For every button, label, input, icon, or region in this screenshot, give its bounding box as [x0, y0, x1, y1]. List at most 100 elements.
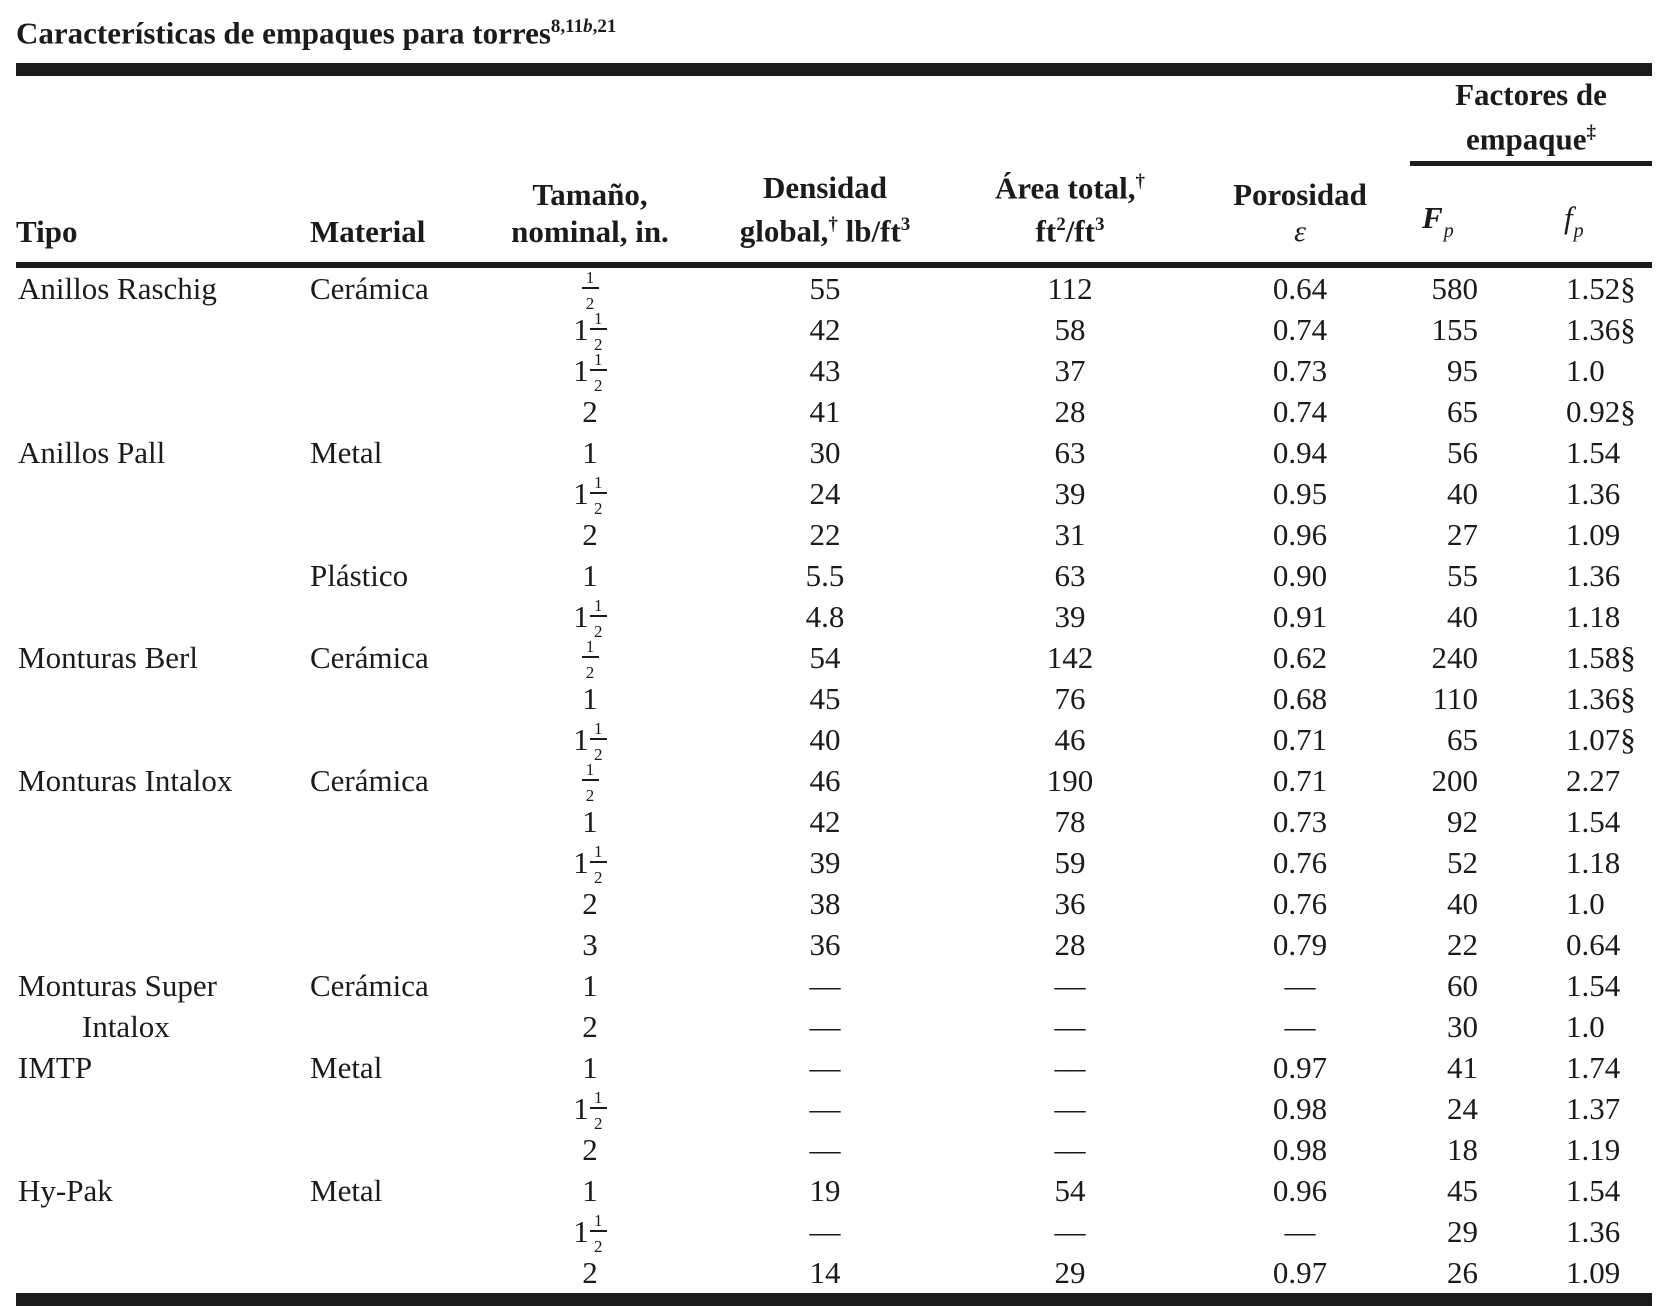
cell-fp2: 0.64: [1566, 926, 1621, 962]
cell-area-total: 46: [1054, 721, 1086, 757]
table-row: 1 42 78 0.73 92 1.54: [16, 801, 1652, 842]
cell-densidad: 42: [809, 311, 841, 347]
cell-porosidad: 0.90: [1272, 557, 1328, 593]
cell-material: [310, 473, 480, 514]
cell-tipo: [16, 1252, 310, 1293]
cell-fp: 110: [1432, 680, 1478, 716]
cell-densidad: —: [809, 967, 841, 1003]
cell-fp2: 1.36§: [1566, 680, 1636, 716]
cell-size: 2: [582, 1131, 598, 1167]
cell-fp2: 1.36: [1566, 475, 1621, 511]
cell-densidad: 42: [809, 803, 841, 839]
cell-fp: 41: [1447, 1049, 1478, 1085]
cell-size: 1: [582, 557, 598, 593]
table-row: Monturas Super Cerámica 1 — –– — 60 1.54: [16, 965, 1652, 1006]
cell-area-total: ––: [1054, 1008, 1086, 1044]
cell-size: 2: [582, 516, 598, 552]
table-row: 1 1 2 40 46 0.71 65 1.07§: [16, 719, 1652, 763]
cell-fp: 18: [1447, 1131, 1478, 1167]
cell-fp: 55: [1447, 557, 1478, 593]
cell-fp2: 0.92§: [1566, 393, 1636, 429]
cell-fp: 56: [1447, 434, 1478, 470]
cell-size: 1: [582, 1172, 598, 1208]
cell-tipo: [16, 391, 310, 432]
cell-size: 1: [582, 967, 598, 1003]
table-row: 1 1 2 — –– — 29 1.36: [16, 1211, 1652, 1255]
cell-tipo: [16, 473, 310, 514]
cell-tipo: IMTP: [18, 1049, 93, 1085]
col-header-material: Material: [310, 163, 480, 268]
cell-fp2: 1.36: [1566, 557, 1621, 593]
cell-area-total: 37: [1054, 352, 1086, 388]
cell-area-total: 39: [1054, 475, 1086, 511]
cell-densidad: —: [809, 1049, 841, 1085]
cell-porosidad: —: [1284, 1213, 1316, 1249]
header-spacer: [16, 76, 1410, 163]
cell-fp: 155: [1431, 311, 1479, 347]
cell-tipo: Monturas Intalox: [18, 762, 233, 798]
title-text: Características de empaques para torres: [16, 15, 551, 51]
cell-densidad: 5.5: [805, 557, 845, 593]
cell-material: Plástico: [310, 557, 409, 593]
table-body: Anillos Raschig Cerámica 1 2 55 112 0.64 580 1.5…: [16, 265, 1652, 1293]
tamano-line2: nominal, in.: [511, 213, 669, 249]
cell-fp: 92: [1447, 803, 1478, 839]
cell-material: [310, 719, 480, 760]
cell-material: [310, 924, 480, 965]
table-row: Hy-Pak Metal 1 19 54 0.96 45 1.54: [16, 1170, 1652, 1211]
densidad-line1: Densidad: [762, 170, 888, 206]
cell-tipo: [16, 596, 310, 637]
cell-material: [310, 1211, 480, 1252]
cell-densidad: 36: [809, 926, 841, 962]
cell-densidad: 30: [809, 434, 841, 470]
cell-porosidad: 0.64: [1272, 270, 1328, 306]
area-line1: Área total,†: [994, 170, 1146, 206]
epsilon-symbol: ε: [1294, 214, 1306, 248]
cell-area-total: 76: [1054, 680, 1086, 716]
porosidad-line1: Porosidad: [1233, 176, 1367, 212]
cell-porosidad: 0.62: [1272, 639, 1328, 675]
cell-size: 1: [582, 680, 598, 716]
cell-material: [310, 1088, 480, 1129]
cell-material: Cerámica: [310, 762, 429, 798]
cell-area-total: 112: [1047, 270, 1093, 306]
cell-area-total: ––: [1054, 1131, 1086, 1167]
cell-fp2: 1.54: [1566, 803, 1621, 839]
cell-fp: 24: [1447, 1090, 1478, 1126]
cell-fp2: 1.18: [1566, 598, 1621, 634]
cell-fp2: 1.54: [1566, 967, 1621, 1003]
table-row: 1 1 2 42 58 0.74 155 1.36§: [16, 309, 1652, 353]
cell-material: Metal: [310, 1172, 383, 1208]
col-header-densidad: Densidad global,† lb/ft3: [700, 163, 950, 268]
table-row: 2 — –– 0.98 18 1.19: [16, 1129, 1652, 1170]
size-whole: 1: [573, 1090, 589, 1126]
cell-fp: 200: [1431, 762, 1479, 798]
cell-fp2: 1.09: [1566, 516, 1621, 552]
cell-densidad: 24: [809, 475, 841, 511]
cell-tipo: Monturas Super: [18, 967, 217, 1003]
cell-area-total: ––: [1054, 1090, 1086, 1126]
cell-area-total: ––: [1054, 1213, 1086, 1249]
cell-fp2: 1.54: [1566, 434, 1621, 470]
cell-densidad: 40: [809, 721, 841, 757]
densidad-line2: global,† lb/ft3: [739, 213, 911, 249]
cell-size: 2: [582, 885, 598, 921]
cell-porosidad: —: [1284, 1008, 1316, 1044]
title-footnote-refs: 8,11b,21: [550, 16, 617, 37]
cell-densidad: 39: [809, 844, 841, 880]
cell-fp2: 1.74: [1566, 1049, 1621, 1085]
cell-densidad: 14: [809, 1254, 841, 1290]
cell-material: [310, 391, 480, 432]
cell-fp: 22: [1447, 926, 1478, 962]
cell-area-total: 63: [1054, 434, 1086, 470]
cell-densidad: —: [809, 1131, 841, 1167]
cell-fp2: 1.37: [1566, 1090, 1621, 1126]
cell-densidad: 46: [809, 762, 841, 798]
